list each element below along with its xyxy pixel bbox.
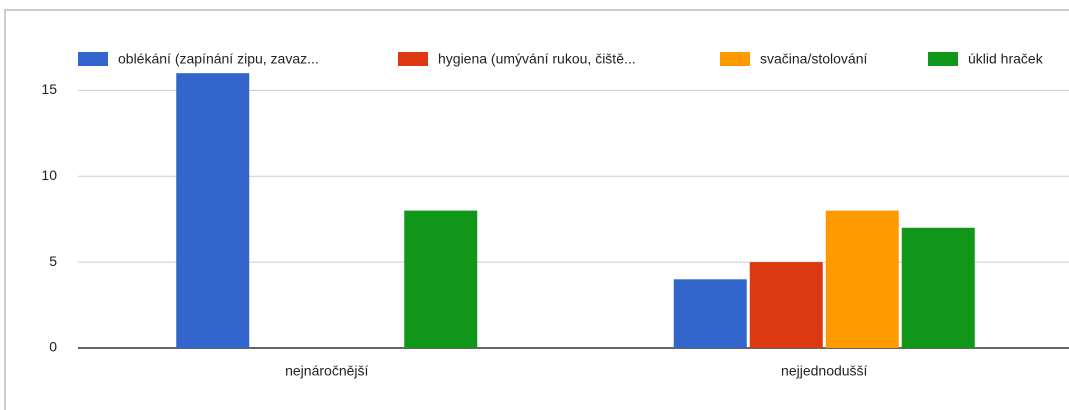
y-tick-label: 0 (49, 339, 57, 355)
bar (404, 210, 478, 348)
bar (749, 262, 823, 348)
legend-swatch (720, 52, 750, 66)
legend-label: úklid hraček (968, 51, 1044, 67)
bar (176, 73, 250, 349)
x-tick-label: nejnáročnější (285, 363, 368, 379)
bar (673, 279, 747, 348)
y-tick-label: 5 (49, 253, 57, 269)
legend-swatch (78, 52, 108, 66)
x-tick-label: nejjednodušší (781, 363, 868, 379)
y-tick-label: 15 (41, 81, 57, 97)
y-tick-label: 10 (41, 167, 57, 183)
legend-swatch (928, 52, 958, 66)
chart-frame (4, 9, 1069, 410)
bar (825, 210, 899, 348)
legend-label: oblékání (zapínání zipu, zavaz... (118, 51, 319, 67)
legend-swatch (398, 52, 428, 66)
legend-label: hygiena (umývání rukou, čiště... (438, 51, 636, 67)
bar (901, 227, 975, 348)
legend-label: svačina/stolování (760, 51, 868, 67)
